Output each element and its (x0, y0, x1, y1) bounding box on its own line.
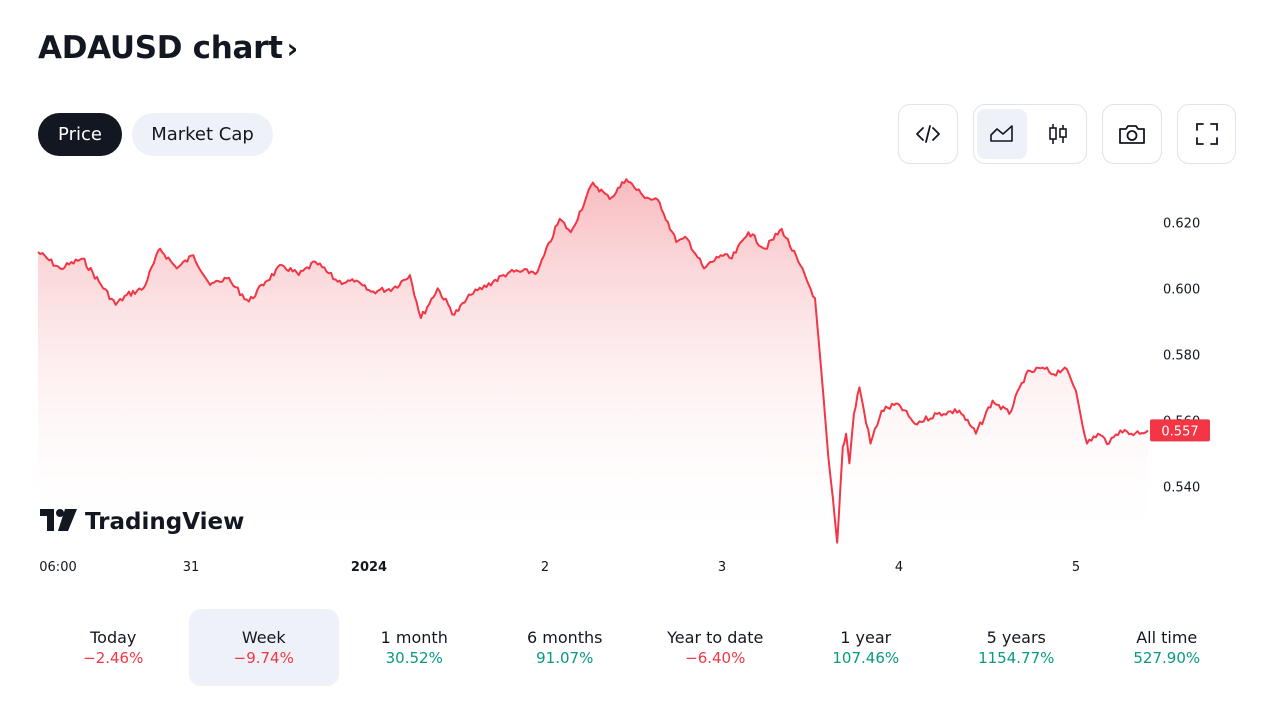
embed-button[interactable] (898, 104, 958, 164)
stat-label: 1 year (840, 628, 892, 647)
stat-year-to-date[interactable]: Year to date −6.40% (640, 609, 791, 686)
stat-value: 527.90% (1133, 649, 1201, 667)
candlestick-button[interactable] (1033, 109, 1083, 159)
x-tick-label: 4 (895, 560, 903, 575)
last-price-label: 0.557 (1150, 419, 1210, 442)
stat-label: 6 months (526, 628, 603, 647)
x-tick-label: 5 (1072, 560, 1080, 575)
stat-label: 5 years (986, 628, 1046, 647)
title-text: ADAUSD chart (38, 30, 283, 66)
stat-6-months[interactable]: 6 months 91.07% (490, 609, 641, 686)
stat-value: 1154.77% (978, 649, 1055, 667)
watermark-text: TradingView (85, 509, 244, 535)
stat-value: 107.46% (832, 649, 900, 667)
fullscreen-button[interactable] (1177, 104, 1236, 164)
chevron-right-icon: › (286, 32, 299, 65)
stat-label: Today (90, 628, 137, 647)
stat-week[interactable]: Week −9.74% (188, 609, 339, 686)
stat-1-month[interactable]: 1 month 30.52% (339, 609, 490, 686)
stat-label: Year to date (667, 628, 764, 647)
camera-icon (1117, 120, 1147, 148)
y-tick-label: 0.600 (1163, 282, 1200, 297)
y-tick-label: 0.540 (1163, 481, 1200, 496)
stat-1-year[interactable]: 1 year 107.46% (791, 609, 942, 686)
x-tick-label: 2024 (351, 560, 387, 575)
price-area (38, 179, 1148, 547)
area-chart-button[interactable] (977, 109, 1027, 159)
stat-value: −6.40% (685, 649, 746, 667)
page-title[interactable]: ADAUSD chart › (38, 30, 298, 66)
stat-today[interactable]: Today −2.46% (38, 609, 189, 686)
candlestick-icon (1044, 120, 1072, 148)
code-icon (914, 120, 942, 148)
performance-tabs: Today −2.46% Week −9.74% 1 month 30.52% 6 m… (38, 609, 1242, 686)
stat-value: −9.74% (233, 649, 294, 667)
x-tick-label: 31 (183, 560, 200, 575)
snapshot-button[interactable] (1102, 104, 1162, 164)
last-price-value: 0.557 (1161, 424, 1198, 439)
stat-value: 30.52% (385, 649, 443, 667)
stat-5-years[interactable]: 5 years 1154.77% (941, 609, 1092, 686)
price-line (37, 178, 1149, 544)
stat-all-time[interactable]: All time 527.90% (1092, 609, 1243, 686)
y-tick-label: 0.620 (1163, 216, 1200, 231)
area-chart-icon (988, 120, 1016, 148)
tradingview-watermark: TradingView (40, 509, 244, 535)
x-tick-label: 3 (718, 560, 726, 575)
y-tick-label: 0.580 (1163, 348, 1200, 363)
x-tick-label: 2 (541, 560, 549, 575)
stat-label: All time (1136, 628, 1198, 647)
tab-price[interactable]: Price (38, 113, 122, 156)
chart-type-group (973, 104, 1087, 164)
tradingview-logo-icon (40, 509, 77, 531)
stat-label: Week (241, 628, 286, 647)
stat-value: −2.46% (83, 649, 144, 667)
fullscreen-icon (1193, 120, 1221, 148)
tab-market-cap[interactable]: Market Cap (132, 113, 273, 156)
x-tick-label: 06:00 (39, 560, 76, 575)
stat-value: 91.07% (536, 649, 594, 667)
stat-label: 1 month (380, 628, 448, 647)
